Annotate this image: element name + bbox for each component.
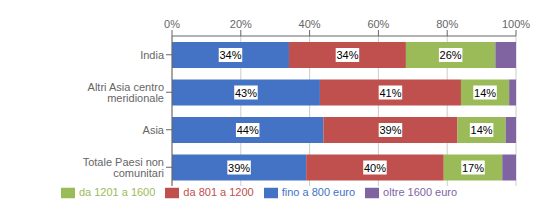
svg-text:20%: 20%: [230, 18, 252, 30]
svg-text:14%: 14%: [471, 124, 493, 136]
svg-text:34%: 34%: [336, 49, 358, 61]
html-text:oltre 1600 euro: oltre 1600 euro: [383, 186, 458, 198]
html-text:da 1201 a 1600: da 1201 a 1600: [78, 186, 156, 198]
svg-text:14%: 14%: [474, 87, 496, 99]
svg-text:60%: 60%: [367, 18, 389, 30]
svg-text:17%: 17%: [462, 162, 484, 174]
svg-text:39%: 39%: [228, 162, 250, 174]
svg-text:40%: 40%: [299, 18, 321, 30]
svg-text:India: India: [140, 49, 165, 61]
svg-text:100%: 100%: [502, 18, 530, 30]
svg-text:0%: 0%: [164, 18, 180, 30]
svg-text:26%: 26%: [440, 49, 462, 61]
svg-text:80%: 80%: [436, 18, 458, 30]
svg-text:43%: 43%: [235, 87, 257, 99]
svg-text:34%: 34%: [219, 49, 241, 61]
svg-text:Altri Asia centromeridionale: Altri Asia centromeridionale: [88, 81, 164, 104]
html-text:da 801 a 1200: da 801 a 1200: [183, 186, 254, 198]
svg-text:40%: 40%: [364, 162, 386, 174]
svg-text:44%: 44%: [237, 124, 259, 136]
svg-text:41%: 41%: [379, 87, 401, 99]
html-text:fino a 800 euro: fino a 800 euro: [281, 186, 356, 198]
svg-text:Totale Paesi noncomunitari: Totale Paesi noncomunitari: [83, 156, 164, 179]
svg-text:39%: 39%: [379, 124, 401, 136]
svg-text:Asia: Asia: [143, 124, 165, 136]
